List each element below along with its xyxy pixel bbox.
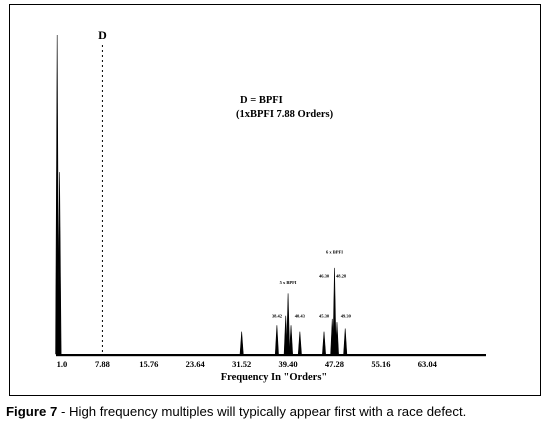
- annotation-line-2: (1xBPFI 7.88 Orders): [236, 109, 334, 120]
- x-tick-label-0: 1.0: [57, 359, 68, 369]
- x-tick-label-5: 39.40: [279, 359, 298, 369]
- spectrum-peak-10: [332, 267, 337, 355]
- figure-frame: 5 x BPFI 38.42 40.43 6 x BPFI 46.30 48.28 45.3…: [9, 4, 541, 396]
- peak-label-7: 49.30: [341, 313, 352, 318]
- peak-label-0: 5 x BPFI: [280, 280, 297, 285]
- x-axis-label: Frequency In "Orders": [221, 372, 328, 383]
- caption-text: - High frequency multiples will typicall…: [57, 404, 467, 419]
- caption-figure-number: Figure 7: [6, 404, 58, 419]
- x-axis-baseline: [56, 354, 486, 357]
- spectrum-peak-2: [239, 331, 244, 355]
- spectrum-peak-5: [286, 293, 290, 355]
- peak-label-6: 45.30: [319, 313, 330, 318]
- spectrum-peak-8: [322, 331, 326, 355]
- spectrum-plot: 5 x BPFI 38.42 40.43 6 x BPFI 46.30 48.28 45.3…: [55, 28, 486, 383]
- spectrum-peak-6: [289, 325, 293, 355]
- peak-label-4: 46.30: [319, 273, 330, 278]
- peak-label-3: 6 x BPFI: [326, 250, 343, 255]
- x-tick-label-3: 23.64: [186, 359, 206, 369]
- spectrum-peak-3: [274, 325, 279, 355]
- peak-label-5: 48.28: [336, 273, 347, 278]
- peak-label-2: 40.43: [295, 313, 306, 318]
- x-tick-label-4: 31.52: [232, 359, 251, 369]
- spectrum-peak-12: [343, 328, 348, 355]
- x-tick-label-1: 7.88: [95, 359, 110, 369]
- x-tick-label-2: 15.76: [139, 359, 158, 369]
- spectrum-peak-0: [55, 34, 60, 355]
- spectrum-peak-1: [57, 172, 62, 355]
- x-tick-label-8: 63.04: [418, 359, 438, 369]
- annotation-line-1: D = BPFI: [240, 95, 283, 106]
- bpfi-marker-label: D: [98, 28, 107, 42]
- x-tick-label-7: 55.16: [371, 359, 390, 369]
- spectrum-peak-7: [297, 331, 302, 355]
- peak-label-1: 38.42: [272, 313, 283, 318]
- spectrum-peak-11: [335, 322, 339, 355]
- figure-caption: Figure 7 - High frequency multiples will…: [6, 404, 546, 419]
- x-tick-label-6: 47.28: [325, 359, 344, 369]
